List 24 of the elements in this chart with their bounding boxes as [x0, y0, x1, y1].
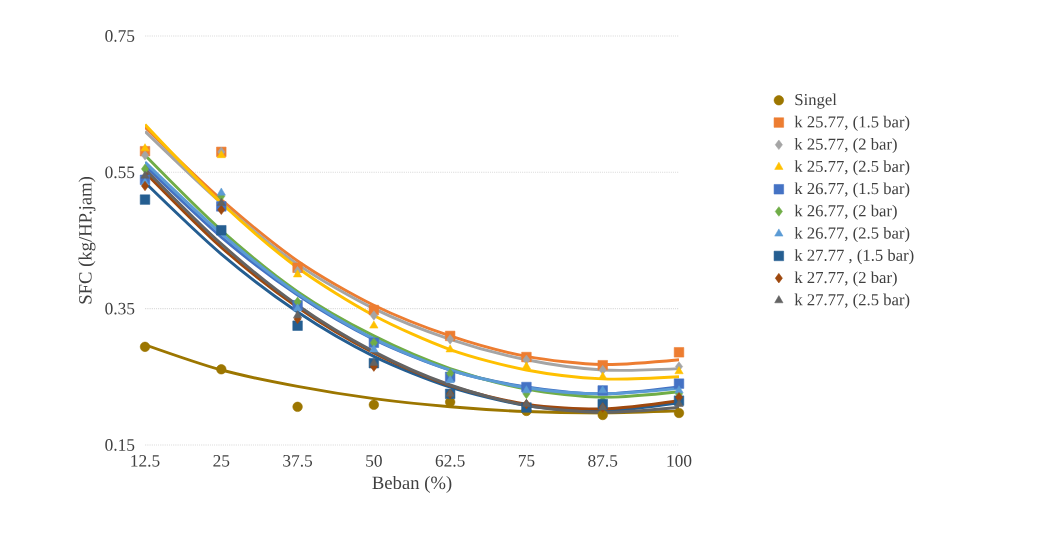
legend-label: k 27.77 , (1.5 bar) [794, 249, 914, 265]
legend-label: k 26.77, (1.5 bar) [794, 182, 910, 198]
legend-label: k 25.77, (1.5 bar) [794, 115, 910, 131]
y-axis-title: SFC (kg/HP.jam) [78, 176, 96, 304]
y-tick-label: 0.15 [105, 439, 135, 451]
legend-label: k 26.77, (2.5 bar) [794, 226, 910, 243]
x-tick-label: 75 [518, 455, 535, 467]
y-tick-label: 0.35 [105, 302, 135, 315]
x-tick-label: 62.5 [435, 455, 465, 467]
legend-label: k 27.77, (2.5 bar) [794, 293, 910, 309]
legend-label: k 25.77, (2 bar) [794, 138, 897, 154]
x-tick-label: 25 [213, 455, 230, 467]
y-tick-label: 0.55 [105, 166, 135, 179]
x-axis-title: Beban (%) [372, 475, 452, 493]
x-tick-label: 37.5 [283, 455, 313, 467]
x-tick-label: 87.5 [588, 455, 618, 467]
y-tick-label: 0.75 [105, 30, 135, 42]
legend-label: k 25.77, (2.5 bar) [794, 160, 910, 176]
x-tick-label: 12.5 [131, 455, 160, 467]
legend-label: k 26.77, (2 bar) [794, 204, 897, 220]
legend-label: Singel [795, 93, 837, 109]
legend-label: k 27.77, (2 bar) [794, 271, 897, 287]
x-tick-label: 50 [366, 455, 382, 467]
x-tick-label: 100 [667, 455, 692, 467]
